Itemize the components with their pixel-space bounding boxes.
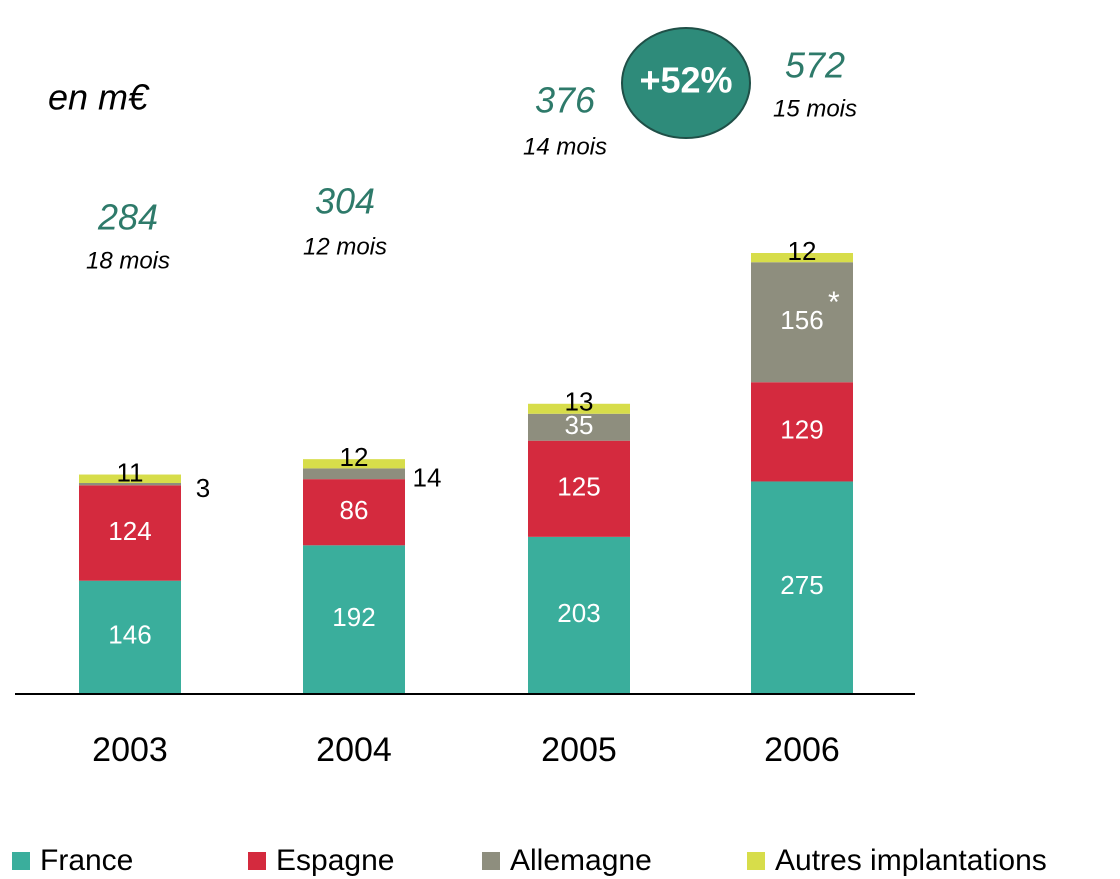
total-label: 376 [535,80,596,121]
bar-segment [79,485,181,581]
value-label: 203 [557,598,600,628]
period-label: 12 mois [303,233,387,260]
legend-swatch [248,852,266,870]
bar-segment [751,481,853,693]
x-tick-label: 2004 [316,731,392,769]
value-label: 3 [196,473,210,503]
bar-segment [303,468,405,480]
x-tick-label: 2005 [541,731,617,769]
note-marker: * [828,286,840,319]
unit-label: en m€ [48,77,150,118]
legend-swatch [12,852,30,870]
legend-label: France [40,844,133,877]
bar-segment [528,536,630,693]
legend-label: Allemagne [510,844,652,877]
bar-segment [528,403,630,414]
value-label: 192 [332,602,375,632]
bar-segment [303,545,405,693]
bar-segment [79,483,181,486]
bar-segment [79,580,181,693]
x-tick-label: 2003 [92,731,168,769]
value-label: 12 [340,442,369,472]
legend-label: Espagne [276,844,394,877]
growth-label: +52% [639,60,732,101]
bar-segment [528,413,630,441]
value-label: 125 [557,472,600,502]
period-label: 18 mois [86,247,170,274]
growth-badge [621,27,751,139]
value-label: 35 [565,410,594,440]
legend-swatch [482,852,500,870]
bar-segment [528,440,630,537]
total-label: 304 [315,181,375,222]
value-label: 86 [340,495,369,525]
legend-label: Autres implantations [775,844,1047,877]
period-label: 15 mois [773,95,857,122]
total-label: 572 [785,45,845,86]
legend-swatch [747,852,765,870]
bar-segment [751,262,853,383]
value-label: 13 [565,387,594,417]
x-tick-label: 2006 [764,731,840,769]
period-label: 14 mois [523,133,607,160]
value-label: 11 [117,457,144,487]
bar-segment [303,479,405,546]
bar-segment [303,459,405,469]
value-label: 146 [108,620,151,650]
total-label: 284 [97,197,158,238]
value-label: 129 [780,415,823,445]
bar-segment [751,382,853,482]
bar-segment [751,253,853,263]
value-label: 275 [780,570,823,600]
value-label: 156 [780,305,823,335]
value-label: 14 [413,463,442,493]
bar-segment [79,474,181,483]
value-label: 12 [788,236,817,266]
value-label: 124 [108,516,151,546]
